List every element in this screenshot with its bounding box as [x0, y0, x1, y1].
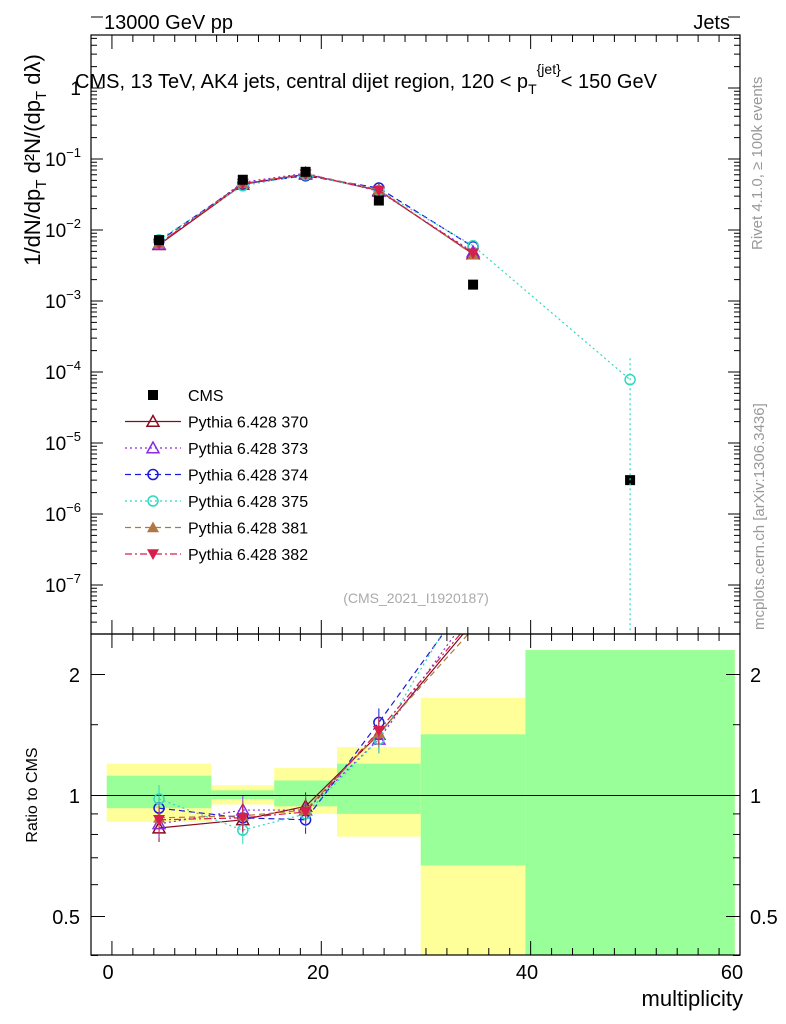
- main-title: CMS, 13 TeV, AK4 jets, central dijet reg…: [75, 61, 658, 97]
- main-y-tick-labels: 1 10−1 10−2 10−3 10−4 10−5 10−6 10−7: [45, 79, 81, 597]
- legend-marker: [147, 549, 159, 560]
- x-tick-20: 20: [307, 962, 329, 984]
- legend-label: Pythia 6.428 374: [188, 468, 308, 485]
- ratio-tick-2-right: 2: [750, 665, 761, 687]
- legend-marker: [147, 468, 159, 481]
- ratio-band-green-4: [420, 734, 526, 866]
- series-cms: [154, 166, 636, 486]
- x-axis-label: multiplicity: [642, 986, 743, 1011]
- ratio-tick-0.5-left: 0.5: [52, 907, 80, 929]
- y-tick-label-1e-4: 10−4: [45, 358, 81, 384]
- legend-label: Pythia 6.428 373: [188, 441, 308, 458]
- y-tick-label-1e-7: 10−7: [45, 571, 81, 597]
- legend-entry: CMS: [148, 388, 224, 405]
- legend-marker: [147, 495, 159, 507]
- legend-entry: Pythia 6.428 381: [125, 521, 308, 538]
- x-tick-0: 0: [102, 962, 113, 984]
- ratio-y-tick-labels: 0.5 1 2 0.5 1 2: [52, 665, 778, 929]
- ratio-uncertainty-bands: [106, 650, 735, 955]
- series-line: [158, 173, 474, 254]
- y-tick-label-1e-6: 10−6: [45, 500, 81, 526]
- ratio-line: [159, 634, 470, 819]
- data-point: [372, 185, 385, 197]
- legend-label: Pythia 6.428 381: [188, 521, 308, 538]
- y-tick-label-1e-3: 10−3: [45, 287, 81, 313]
- ratio-tick-0.5-right: 0.5: [750, 907, 778, 929]
- ratio-point: [153, 815, 166, 826]
- ratio-band-green-1: [211, 790, 275, 800]
- legend-marker: [145, 440, 161, 454]
- ratio-pythia-6-428-382: [153, 634, 462, 834]
- category-label: Jets: [693, 12, 730, 34]
- data-point: [154, 235, 165, 246]
- legend-label: Pythia 6.428 382: [188, 547, 308, 564]
- series-pythia-6-428-370: [151, 166, 481, 260]
- ratio-point: [236, 813, 249, 824]
- data-point: [468, 279, 479, 290]
- legend-entry: Pythia 6.428 374: [125, 468, 308, 485]
- legend-entry: Pythia 6.428 373: [125, 440, 308, 458]
- data-point: [373, 195, 384, 206]
- x-ticks: [111, 35, 741, 955]
- ratio-line: [158, 634, 444, 821]
- legend-label: Pythia 6.428 375: [188, 494, 308, 511]
- ratio-band-green-3: [336, 763, 421, 814]
- legend-marker: [147, 521, 159, 533]
- series-line: [158, 174, 631, 381]
- data-point: [300, 166, 311, 177]
- y-tick-label-1e-1: 10−1: [45, 145, 81, 171]
- series-pythia-6-428-374: [153, 170, 479, 253]
- rivet-label: Rivet 4.1.0, ≥ 100k events: [749, 77, 766, 250]
- legend-entry: Pythia 6.428 375: [125, 494, 308, 511]
- y-tick-label-1e-2: 10−2: [45, 216, 81, 242]
- data-point: [237, 174, 248, 185]
- legend-marker: [145, 413, 161, 428]
- analysis-watermark: (CMS_2021_I1920187): [343, 590, 489, 606]
- legend: CMS Pythia 6.428 370 Pythia 6.428 373 Pythi…: [125, 388, 308, 564]
- ratio-point: [299, 807, 312, 818]
- energy-label: 13000 GeV pp: [104, 12, 233, 34]
- mcplots-label: mcplots.cern.ch [arXiv:1306.3436]: [751, 403, 768, 630]
- ratio-series: [151, 634, 470, 845]
- legend-label: Pythia 6.428 370: [188, 415, 308, 432]
- y-tick-label-1e-5: 10−5: [45, 429, 81, 455]
- ratio-point: [372, 725, 385, 737]
- series-line: [158, 172, 474, 253]
- legend-entry: Pythia 6.428 370: [125, 413, 308, 432]
- series-pythia-6-428-375: [153, 169, 636, 386]
- legend-label: CMS: [188, 388, 224, 405]
- ratio-frame: [90, 633, 741, 956]
- legend-entry: Pythia 6.428 382: [125, 547, 308, 564]
- x-tick-60: 60: [721, 962, 743, 984]
- ratio-y-ticks: [91, 673, 740, 956]
- data-point: [467, 248, 480, 260]
- main-series: [151, 165, 636, 634]
- ratio-y-axis-label: Ratio to CMS: [24, 747, 41, 842]
- ratio-tick-1-left: 1: [69, 786, 80, 808]
- x-tick-40: 40: [516, 962, 538, 984]
- main-frame: [90, 34, 741, 635]
- ratio-band-green-5: [525, 650, 735, 955]
- y-tick-label-1: 1: [70, 79, 81, 100]
- legend-marker: [148, 390, 158, 400]
- main-y-ticks: [91, 16, 740, 623]
- series-line: [158, 173, 474, 256]
- ratio-tick-1-right: 1: [750, 786, 761, 808]
- series-line: [158, 173, 474, 255]
- ratio-line: [158, 634, 457, 825]
- ratio-tick-2-left: 2: [69, 665, 80, 687]
- x-tick-labels: 0 20 40 60: [102, 962, 743, 984]
